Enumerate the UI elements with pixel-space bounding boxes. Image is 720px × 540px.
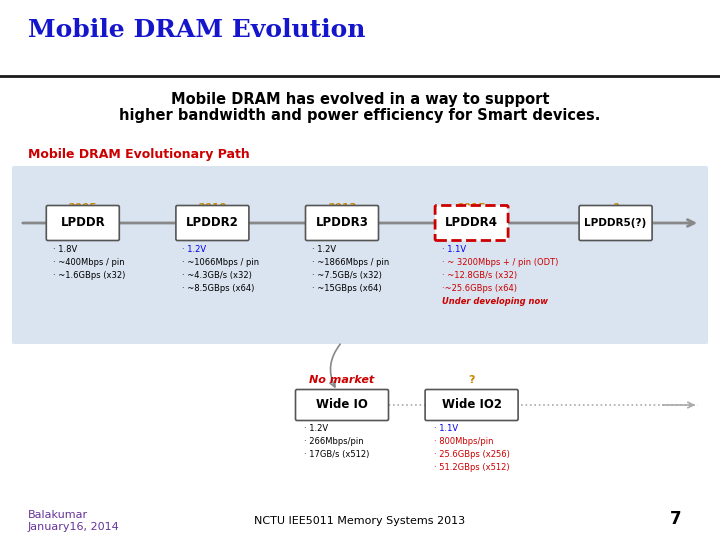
Text: LPDDR4: LPDDR4 bbox=[445, 217, 498, 230]
Text: 2015: 2015 bbox=[457, 203, 486, 213]
Text: · ~ 3200Mbps + / pin (ODT): · ~ 3200Mbps + / pin (ODT) bbox=[441, 258, 558, 267]
Text: · 1.2V: · 1.2V bbox=[312, 245, 336, 254]
Text: · 1.2V: · 1.2V bbox=[182, 245, 207, 254]
FancyBboxPatch shape bbox=[425, 389, 518, 421]
Text: · 51.2GBps (x512): · 51.2GBps (x512) bbox=[433, 463, 509, 472]
Text: higher bandwidth and power efficiency for Smart devices.: higher bandwidth and power efficiency fo… bbox=[120, 108, 600, 123]
Text: January16, 2014: January16, 2014 bbox=[28, 522, 120, 532]
Text: LPDDR: LPDDR bbox=[60, 217, 105, 230]
Text: 2005: 2005 bbox=[68, 203, 97, 213]
FancyBboxPatch shape bbox=[305, 206, 379, 240]
Text: · ~4.3GB/s (x32): · ~4.3GB/s (x32) bbox=[182, 271, 252, 280]
Text: · 266Mbps/pin: · 266Mbps/pin bbox=[304, 437, 364, 446]
Text: · ~1866Mbps / pin: · ~1866Mbps / pin bbox=[312, 258, 390, 267]
Text: Under developing now: Under developing now bbox=[441, 297, 548, 306]
Text: NCTU IEE5011 Memory Systems 2013: NCTU IEE5011 Memory Systems 2013 bbox=[254, 516, 466, 526]
Text: Mobile DRAM Evolution: Mobile DRAM Evolution bbox=[28, 18, 366, 42]
Text: Wide IO: Wide IO bbox=[316, 399, 368, 411]
Text: · ~7.5GB/s (x32): · ~7.5GB/s (x32) bbox=[312, 271, 382, 280]
Text: Mobile DRAM has evolved in a way to support: Mobile DRAM has evolved in a way to supp… bbox=[171, 92, 549, 107]
Text: LPDDR5(?): LPDDR5(?) bbox=[585, 218, 647, 228]
FancyBboxPatch shape bbox=[579, 206, 652, 240]
FancyBboxPatch shape bbox=[12, 166, 708, 344]
Text: · ~1066Mbps / pin: · ~1066Mbps / pin bbox=[182, 258, 259, 267]
Text: ·~25.6GBps (x64): ·~25.6GBps (x64) bbox=[441, 284, 517, 293]
Text: ?: ? bbox=[613, 203, 618, 213]
Text: Balakumar: Balakumar bbox=[28, 510, 88, 520]
Text: · ~12.8GB/s (x32): · ~12.8GB/s (x32) bbox=[441, 271, 517, 280]
FancyBboxPatch shape bbox=[435, 206, 508, 240]
Text: · ~400Mbps / pin: · ~400Mbps / pin bbox=[53, 258, 125, 267]
Text: · 17GB/s (x512): · 17GB/s (x512) bbox=[304, 450, 369, 459]
Text: · ~15GBps (x64): · ~15GBps (x64) bbox=[312, 284, 382, 293]
FancyBboxPatch shape bbox=[295, 389, 389, 421]
Text: · 1.1V: · 1.1V bbox=[433, 424, 458, 433]
Text: Mobile DRAM Evolutionary Path: Mobile DRAM Evolutionary Path bbox=[28, 148, 250, 161]
Text: · 1.2V: · 1.2V bbox=[304, 424, 328, 433]
Text: · 25.6GBps (x256): · 25.6GBps (x256) bbox=[433, 450, 510, 459]
Text: 2010: 2010 bbox=[198, 203, 227, 213]
Text: No market: No market bbox=[310, 375, 374, 385]
Text: · ~1.6GBps (x32): · ~1.6GBps (x32) bbox=[53, 271, 125, 280]
Text: LPDDR2: LPDDR2 bbox=[186, 217, 239, 230]
Text: · 1.8V: · 1.8V bbox=[53, 245, 77, 254]
Text: · 800Mbps/pin: · 800Mbps/pin bbox=[433, 437, 493, 446]
Text: · 1.1V: · 1.1V bbox=[441, 245, 466, 254]
FancyBboxPatch shape bbox=[46, 206, 120, 240]
Text: · ~8.5GBps (x64): · ~8.5GBps (x64) bbox=[182, 284, 255, 293]
Text: 2013: 2013 bbox=[328, 203, 356, 213]
FancyBboxPatch shape bbox=[176, 206, 249, 240]
Text: LPDDR3: LPDDR3 bbox=[315, 217, 369, 230]
Text: 7: 7 bbox=[670, 510, 682, 528]
Text: Wide IO2: Wide IO2 bbox=[441, 399, 502, 411]
Text: ?: ? bbox=[468, 375, 475, 385]
